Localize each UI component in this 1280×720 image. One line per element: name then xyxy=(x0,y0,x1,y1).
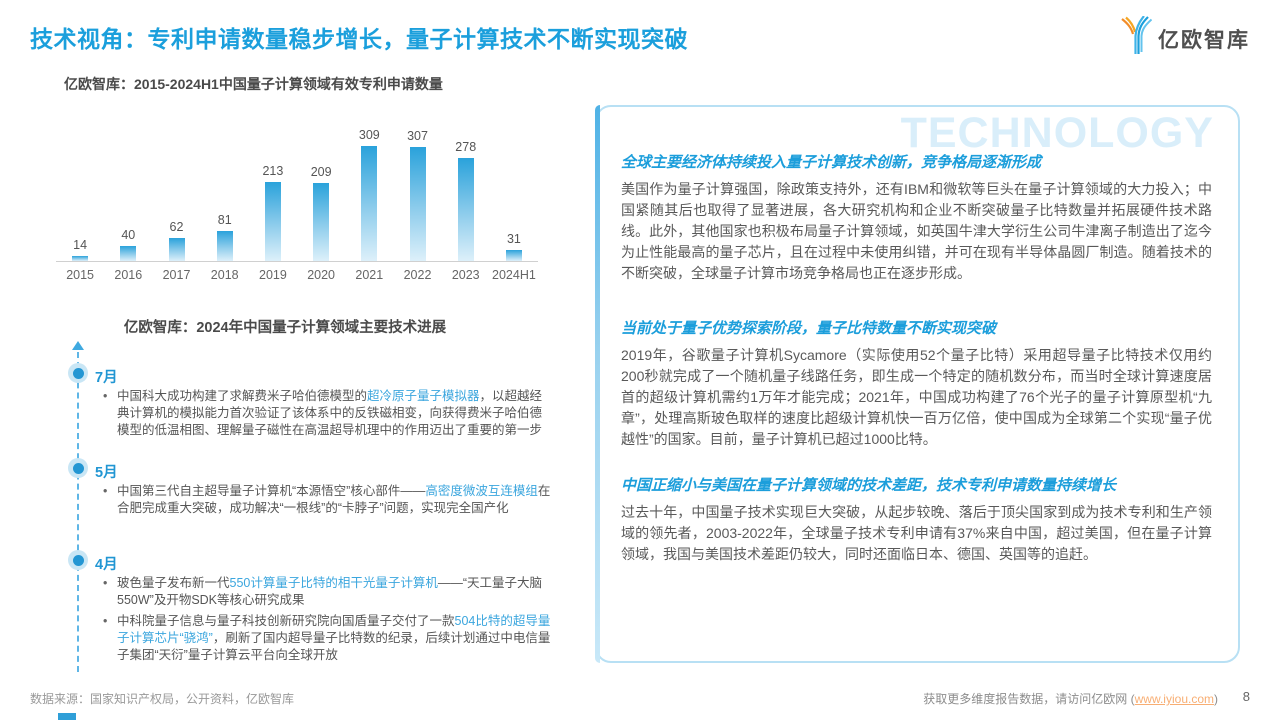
bullet-text: 中国科大成功构建了求解费米子哈伯德模型的超冷原子量子模拟器，以超越经典计算机的模… xyxy=(117,389,543,437)
bullet-marker: • xyxy=(103,389,108,403)
footer-cta: 获取更多维度报告数据，请访问亿欧网 (www.iyiou.com) xyxy=(923,690,1218,707)
bar xyxy=(216,230,233,261)
x-axis-tick-label: 2018 xyxy=(210,268,239,282)
bar-value-label: 309 xyxy=(358,128,380,142)
bar-column: 307 xyxy=(393,129,441,261)
timeline-bullet: • 中科院量子信息与量子科技创新研究院向国盾量子交付了一款504比特的超导量子计算… xyxy=(103,613,551,664)
bar xyxy=(409,146,426,261)
bar-column: 40 xyxy=(104,228,152,261)
timeline-dot xyxy=(68,458,88,478)
bar-column: 81 xyxy=(201,213,249,261)
section-heading: 当前处于量子优势探索阶段，量子比特数量不断实现突破 xyxy=(621,320,997,337)
bar xyxy=(505,249,522,261)
section-body: 2019年，谷歌量子计算机Sycamore（实际使用52个量子比特）采用超导量子… xyxy=(621,347,1212,447)
timeline-title: 亿欧智库：2024年中国量子计算领域主要技术进展 xyxy=(123,320,447,336)
timeline-month-label: 4月 xyxy=(95,557,118,573)
bar-column: 209 xyxy=(297,165,345,261)
bar-column: 309 xyxy=(345,128,393,261)
bar-column: 278 xyxy=(442,139,490,261)
timeline-bullet-list: • 中国科大成功构建了求解费米子哈伯德模型的超冷原子量子模拟器，以超越经典计算机的… xyxy=(103,388,551,443)
x-axis-tick-label: 2020 xyxy=(307,268,336,282)
bottom-corner-decoration xyxy=(58,713,76,720)
panel-section: 中国正缩小与美国在量子计算领域的技术差距，技术专利申请数量持续增长过去十年，中国… xyxy=(621,474,1212,565)
panel-section: 全球主要经济体持续投入量子计算技术创新，竞争格局逐渐形成美国作为量子计算强国，除… xyxy=(621,151,1212,284)
chart-x-axis-labels: 2015 2016 2017 2018 2019 2020 2021 2022 2023 2024… xyxy=(56,268,538,282)
bullet-marker: • xyxy=(103,614,108,628)
bar xyxy=(361,146,378,261)
bullet-text: 中科院量子信息与量子科技创新研究院向国盾量子交付了一款504比特的超导量子计算芯… xyxy=(117,614,551,662)
bar-column: 31 xyxy=(490,231,538,261)
bar-value-label: 213 xyxy=(262,163,284,178)
bullet-text: 中国第三代自主超导量子计算机“本源悟空”核心部件——高密度微波互连模组在合肥完成… xyxy=(117,484,551,515)
iyiou-link[interactable]: www.iyiou.com xyxy=(1134,692,1214,706)
bar-value-label: 81 xyxy=(217,212,232,227)
timeline-bullet: • 玻色量子发布新一代550计算量子比特的相干光量子计算机——“天工量子大脑550… xyxy=(103,575,551,609)
timeline-bullet: • 中国科大成功构建了求解费米子哈伯德模型的超冷原子量子模拟器，以超越经典计算机的… xyxy=(103,388,551,439)
x-axis-tick-label: 2024H1 xyxy=(492,268,536,282)
timeline-month-label: 5月 xyxy=(95,465,118,481)
timeline-bullet-list: • 中国第三代自主超导量子计算机“本源悟空”核心部件——高密度微波互连模组在合肥完… xyxy=(103,483,551,521)
section-heading: 中国正缩小与美国在量子计算领域的技术差距，技术专利申请数量持续增长 xyxy=(621,477,1117,494)
x-axis-tick-label: 2017 xyxy=(162,268,191,282)
timeline-arrow-icon xyxy=(72,341,84,350)
bar-column: 14 xyxy=(56,238,104,261)
company-logo: 亿欧智库 xyxy=(1118,15,1250,61)
bar xyxy=(313,183,330,261)
x-axis-tick-label: 2021 xyxy=(355,268,384,282)
bar xyxy=(457,157,474,261)
bar-column: 213 xyxy=(249,164,297,261)
timeline-bullet-list: • 玻色量子发布新一代550计算量子比特的相干光量子计算机——“天工量子大脑550… xyxy=(103,575,551,668)
bullet-marker: • xyxy=(103,484,108,498)
bar-value-label: 278 xyxy=(455,139,477,154)
bar-value-label: 307 xyxy=(407,128,428,143)
page-number: 8 xyxy=(1242,689,1250,704)
timeline-dashed-line xyxy=(77,352,79,672)
panel-sections: 全球主要经济体持续投入量子计算技术创新，竞争格局逐渐形成美国作为量子计算强国，除… xyxy=(597,107,1238,565)
bar-value-label: 209 xyxy=(310,165,332,180)
bar xyxy=(72,255,89,261)
timeline-dot xyxy=(68,363,88,383)
x-axis-tick-label: 2019 xyxy=(259,268,287,282)
chart-title: 亿欧智库：2015-2024H1中国量子计算领域有效专利申请数量 xyxy=(64,76,443,92)
chart-bars: 14 40 62 81 213 209 309 307 278 31 xyxy=(56,116,538,262)
logo-text: 亿欧智库 xyxy=(1158,28,1250,52)
timeline-month-label: 7月 xyxy=(95,370,118,386)
bar-column: 62 xyxy=(152,220,200,261)
timeline-dot xyxy=(68,550,88,570)
section-body: 过去十年，中国量子技术实现巨大突破，从起步较晚、落后于顶尖国家到成为技术专利和生… xyxy=(621,504,1212,562)
panel-left-stripe xyxy=(595,105,600,663)
bar xyxy=(120,246,137,261)
timeline-bullet: • 中国第三代自主超导量子计算机“本源悟空”核心部件——高密度微波互连模组在合肥完… xyxy=(103,483,551,517)
bullet-marker: • xyxy=(103,576,108,590)
technology-watermark: TECHNOLOGY xyxy=(900,109,1214,157)
x-axis-tick-label: 2023 xyxy=(451,268,480,282)
logo-y-icon xyxy=(1118,15,1153,61)
x-axis-tick-label: 2016 xyxy=(114,268,143,282)
technology-panel: TECHNOLOGY 全球主要经济体持续投入量子计算技术创新，竞争格局逐渐形成美… xyxy=(595,105,1240,663)
section-body: 美国作为量子计算强国，除政策支持外，还有IBM和微软等巨头在量子计算领域的大力投… xyxy=(621,181,1212,281)
bar xyxy=(264,181,281,261)
bar-value-label: 62 xyxy=(169,219,184,234)
bar-value-label: 31 xyxy=(506,231,521,246)
patent-bar-chart: 14 40 62 81 213 209 309 307 278 31 2015 2016 2017 20… xyxy=(56,116,538,282)
footer-cta-suffix: ) xyxy=(1214,692,1218,706)
x-axis-tick-label: 2015 xyxy=(66,268,94,282)
page-title: 技术视角：专利申请数量稳步增长，量子计算技术不断实现突破 xyxy=(30,26,688,52)
x-axis-tick-label: 2022 xyxy=(403,268,432,282)
bar-value-label: 14 xyxy=(73,237,88,252)
bar-value-label: 40 xyxy=(121,228,136,243)
footer-cta-text: 获取更多维度报告数据，请访问亿欧网 ( xyxy=(923,692,1135,706)
bullet-text: 玻色量子发布新一代550计算量子比特的相干光量子计算机——“天工量子大脑550W… xyxy=(117,576,543,607)
section-heading: 全球主要经济体持续投入量子计算技术创新，竞争格局逐渐形成 xyxy=(621,154,1042,171)
data-source-note: 数据来源：国家知识产权局，公开资料，亿欧智库 xyxy=(30,692,295,706)
panel-section: 当前处于量子优势探索阶段，量子比特数量不断实现突破 2019年，谷歌量子计算机Sy… xyxy=(621,317,1212,450)
bar xyxy=(168,237,185,261)
